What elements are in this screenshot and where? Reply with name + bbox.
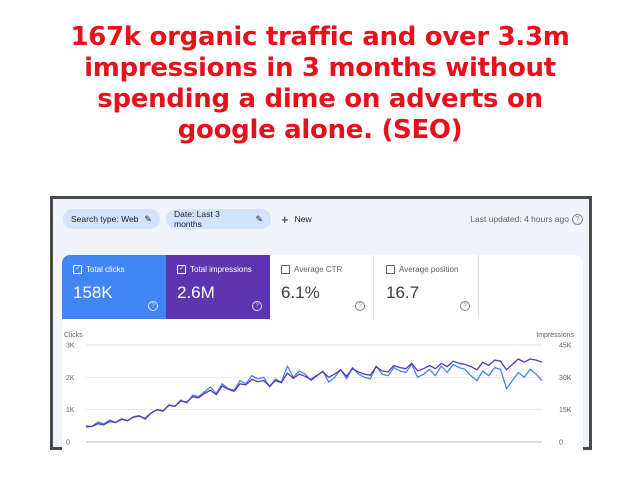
left-tick-label: 2K: [66, 375, 75, 382]
checkbox-unchecked-icon[interactable]: [386, 265, 395, 274]
performance-panel: ✓ Total clicks 158K ? ✓ Total impressions …: [62, 255, 583, 451]
search-type-filter-chip[interactable]: Search type: Web ✎: [63, 209, 160, 229]
edit-icon: ✎: [144, 213, 152, 224]
last-updated: Last updated: 4 hours ago ?: [470, 209, 583, 229]
checkbox-checked-icon[interactable]: ✓: [73, 265, 82, 274]
headline-line-3: spending a dime on adverts on: [97, 84, 543, 114]
date-filter-chip[interactable]: Date: Last 3 months ✎: [166, 209, 271, 229]
left-tick-label: 3K: [66, 343, 75, 350]
checkbox-unchecked-icon[interactable]: [281, 265, 290, 274]
help-icon[interactable]: ?: [460, 301, 470, 311]
headline-line-4: google alone. (SEO): [177, 115, 463, 145]
plus-icon: +: [281, 211, 289, 227]
metric-card-average-position[interactable]: Average position 16.7 ?: [375, 255, 479, 319]
last-updated-text: Last updated: 4 hours ago: [470, 214, 569, 224]
help-icon[interactable]: ?: [572, 213, 583, 225]
right-tick-label: 0: [559, 440, 563, 447]
headline-line-2: impressions in 3 months without: [84, 53, 556, 83]
search-type-label: Search type: Web: [71, 214, 139, 224]
help-icon[interactable]: ?: [252, 301, 262, 311]
left-axis-label: Clicks: [64, 332, 83, 339]
series-line-impressions: [85, 358, 543, 428]
right-tick-label: 15K: [559, 407, 572, 414]
edit-icon: ✎: [255, 213, 263, 224]
metric-card-total-clicks[interactable]: ✓ Total clicks 158K ?: [62, 255, 166, 319]
metric-card-total-impressions[interactable]: ✓ Total impressions 2.6M ?: [166, 255, 270, 319]
metric-value: 158K: [73, 283, 113, 302]
filter-bar: Search type: Web ✎ Date: Last 3 months ✎…: [63, 209, 583, 229]
metric-value: 16.7: [386, 283, 420, 302]
performance-chart: Clicks Impressions 3K 45K 2K 30K 1K 15K 0 0: [64, 332, 575, 447]
checkbox-checked-icon[interactable]: ✓: [177, 265, 186, 274]
right-tick-label: 45K: [559, 343, 572, 350]
metric-label: Total impressions: [190, 265, 252, 274]
series-line-clicks: [85, 363, 543, 428]
help-icon[interactable]: ?: [355, 301, 365, 311]
screenshot-frame: Search type: Web ✎ Date: Last 3 months ✎…: [50, 196, 592, 451]
headline: 167k organic traffic and over 3.3m impre…: [0, 22, 640, 146]
left-tick-label: 0: [66, 440, 70, 447]
left-tick-label: 1K: [66, 407, 75, 414]
headline-line-1: 167k organic traffic and over 3.3m: [70, 22, 570, 52]
metric-card-average-ctr[interactable]: Average CTR 6.1% ?: [270, 255, 374, 319]
metric-label: Average CTR: [294, 265, 343, 274]
new-filter-button[interactable]: + New: [281, 209, 312, 229]
right-axis-label: Impressions: [536, 332, 574, 339]
right-tick-label: 30K: [559, 375, 572, 382]
date-label: Date: Last 3 months: [174, 209, 220, 229]
help-icon[interactable]: ?: [148, 301, 158, 311]
metric-value: 2.6M: [177, 283, 215, 302]
metric-label: Total clicks: [86, 265, 125, 274]
new-label: New: [294, 214, 312, 224]
metric-value: 6.1%: [281, 283, 320, 302]
metric-label: Average position: [399, 265, 459, 274]
